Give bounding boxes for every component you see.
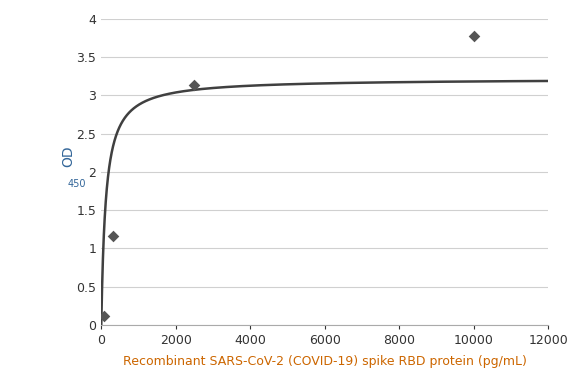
Text: OD: OD [61,146,74,167]
Point [108,233,118,239]
Point [190,83,199,89]
X-axis label: Recombinant SARS-CoV-2 (COVID-19) spike RBD protein (pg/mL): Recombinant SARS-CoV-2 (COVID-19) spike … [123,355,527,368]
Point [469,33,478,39]
Text: 450: 450 [68,179,86,189]
Point [100,312,109,319]
